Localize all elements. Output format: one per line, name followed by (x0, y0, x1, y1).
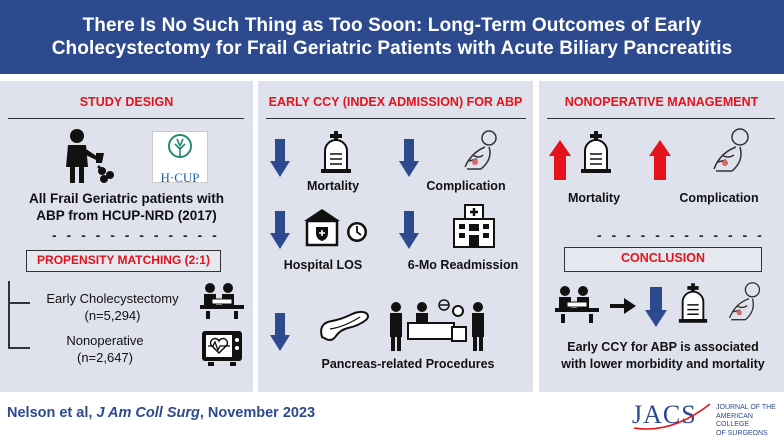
title-banner: There Is No Such Thing as Too Soon: Long… (0, 0, 784, 74)
divider: - - - - - - - - - - - - (52, 227, 220, 243)
hospital-icon (304, 209, 340, 247)
title-rule (8, 118, 244, 119)
down-arrow-icon (645, 287, 667, 327)
jacs-logo: JACS JOURNAL OF THE AMERICAN COLLEGE OF … (632, 398, 780, 438)
hospital-building-icon (453, 204, 495, 248)
down-arrow-icon (270, 139, 290, 177)
study-design-title: STUDY DESIGN (79, 95, 174, 109)
hcup-logo-text: H·CUP (160, 170, 200, 185)
bracket-arm-2 (8, 347, 30, 349)
hcup-logo: H·CUP (152, 131, 208, 185)
outcome-mortality: Mortality (306, 179, 360, 193)
gravestone-icon (581, 131, 611, 173)
surgeons-icon (555, 286, 599, 323)
outcome-complication: Complication (426, 179, 506, 193)
study-design-panel: STUDY DESIGN H·CUP All Frail Geriatric p… (0, 81, 253, 392)
nonoperative-panel: NONOPERATIVE MANAGEMENT Mortality Compli… (539, 81, 784, 392)
outcome-readmission: 6-Mo Readmission (407, 258, 519, 272)
group-early-ccy: Early Cholecystectomy (n=5,294) (30, 290, 195, 324)
jacs-sub-3: OF SURGEONS (716, 429, 768, 437)
bracket-arm-1 (8, 302, 30, 304)
gravestone-icon (321, 131, 351, 173)
conclusion-label: CONCLUSION (620, 251, 706, 265)
nonop-mortality: Mortality (567, 191, 621, 205)
divider: - - - - - - - - - - - - (597, 227, 765, 243)
up-arrow-icon (649, 140, 671, 180)
abdominal-pain-icon (728, 282, 761, 321)
nonop-complication: Complication (679, 191, 759, 205)
group2-name: Nonoperative (66, 333, 144, 348)
group1-n: (n=5,294) (84, 308, 141, 323)
down-arrow-icon (270, 313, 290, 351)
down-arrow-icon (399, 211, 419, 249)
population-text: All Frail Geriatric patients with ABP fr… (0, 190, 253, 224)
conclusion-line-1: Early CCY for ABP is associated (567, 340, 759, 354)
title-rule (547, 118, 775, 119)
surgical-team-icon (390, 299, 484, 351)
down-arrow-icon (270, 211, 290, 249)
population-line-1: All Frail Geriatric patients with (28, 191, 225, 206)
conclusion-line-2: with lower morbidity and mortality (561, 357, 765, 371)
abdominal-pain-icon (464, 130, 497, 170)
jacs-sub-2: AMERICAN COLLEGE (716, 412, 753, 429)
title-line-2: Cholecystectomy for Frail Geriatric Pati… (51, 38, 733, 59)
outcome-los: Hospital LOS (283, 258, 363, 272)
citation-journal: J Am Coll Surg (96, 405, 200, 421)
tree-icon (168, 134, 192, 158)
group2-n: (n=2,647) (76, 350, 133, 365)
up-arrow-icon (549, 140, 571, 180)
jacs-wordmark: JACS (632, 400, 697, 429)
citation: Nelson et al, J Am Coll Surg, November 2… (7, 405, 315, 421)
early-ccy-panel: EARLY CCY (INDEX ADMISSION) FOR ABP Mort… (258, 81, 533, 392)
gravestone-icon (678, 283, 708, 323)
title-rule (266, 118, 526, 119)
jacs-sub-1: JOURNAL OF THE (716, 404, 776, 411)
nonoperative-title: NONOPERATIVE MANAGEMENT (564, 95, 759, 109)
outcome-procedures: Pancreas-related Procedures (321, 357, 495, 371)
jacs-subtitle: JOURNAL OF THE AMERICAN COLLEGE OF SURGE… (716, 404, 780, 438)
down-arrow-icon (399, 139, 419, 177)
abdominal-pain-icon (713, 128, 749, 172)
heart-monitor-icon (202, 331, 242, 366)
group1-name: Early Cholecystectomy (46, 291, 179, 306)
population-line-2: ABP from HCUP-NRD (2017) (36, 208, 217, 223)
propensity-matching-box: PROPENSITY MATCHING (2:1) (26, 250, 221, 272)
title-line-1: There Is No Such Thing as Too Soon: Long… (82, 15, 702, 36)
surgeons-icon (200, 283, 244, 319)
conclusion-box: CONCLUSION (564, 247, 762, 272)
right-arrow-icon (610, 298, 636, 314)
clock-icon (347, 222, 367, 242)
citation-date: , November 2023 (199, 405, 316, 421)
pancreas-icon (320, 310, 369, 341)
conclusion-text: Early CCY for ABP is associated with low… (544, 339, 782, 373)
bracket-line (8, 281, 10, 349)
citation-authors: Nelson et al, (7, 405, 97, 421)
matching-label: PROPENSITY MATCHING (2:1) (37, 253, 210, 267)
person-filling-bucket-icon (66, 129, 114, 183)
early-ccy-title: EARLY CCY (INDEX ADMISSION) FOR ABP (268, 95, 523, 109)
group-nonoperative: Nonoperative (n=2,647) (30, 332, 180, 366)
jacs-swoosh-icon (633, 403, 711, 430)
